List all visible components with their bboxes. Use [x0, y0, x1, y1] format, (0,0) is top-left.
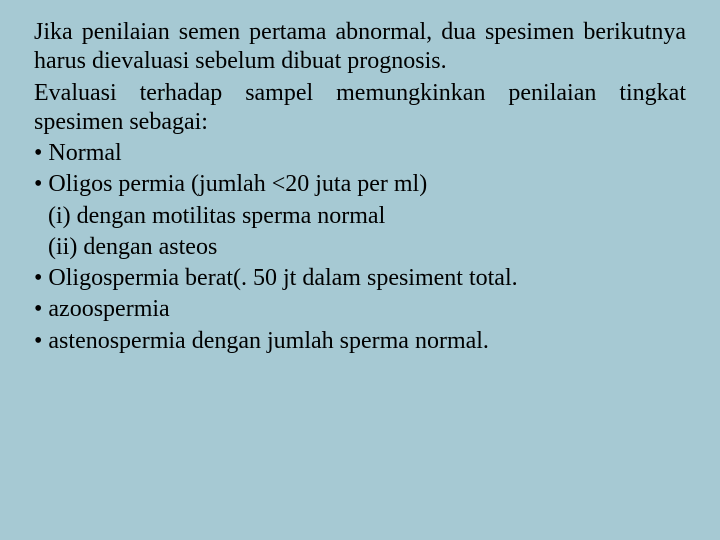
bullet-astenospermia: • astenospermia dengan jumlah sperma nor…	[34, 327, 686, 356]
paragraph-intro: Jika penilaian semen pertama abnormal, d…	[34, 18, 686, 77]
slide-body: Jika penilaian semen pertama abnormal, d…	[0, 0, 720, 540]
subitem-asteos: (ii) dengan asteos	[34, 233, 686, 262]
bullet-oligospermia: • Oligos permia (jumlah <20 juta per ml)	[34, 170, 686, 199]
paragraph-eval: Evaluasi terhadap sampel memungkinkan pe…	[34, 79, 686, 138]
bullet-azoospermia: • azoospermia	[34, 295, 686, 324]
bullet-normal: • Normal	[34, 139, 686, 168]
subitem-motilitas-normal: (i) dengan motilitas sperma normal	[34, 202, 686, 231]
bullet-oligospermia-berat: • Oligospermia berat(. 50 jt dalam spesi…	[34, 264, 686, 293]
